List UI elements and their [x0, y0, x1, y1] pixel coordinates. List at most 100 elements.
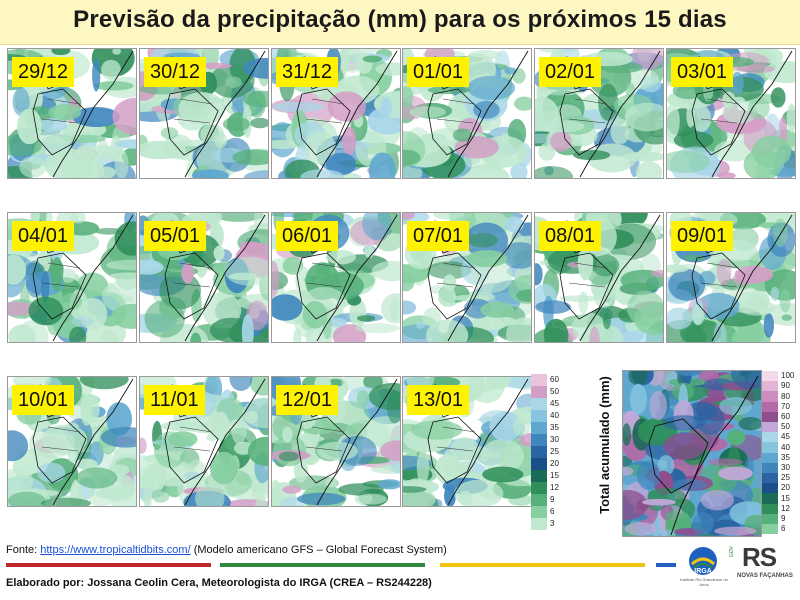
- scale-swatch: [531, 446, 547, 458]
- scale-swatch: [762, 371, 778, 382]
- scale-swatch: [762, 452, 778, 463]
- scale-label: 50: [781, 422, 790, 432]
- panel-date-label: 08/01: [539, 221, 602, 251]
- forecast-map-panel[interactable]: 10/01: [7, 376, 137, 507]
- scale-label: 20: [781, 483, 790, 493]
- accumulated-total-label: Total acumulado (mm): [597, 376, 612, 514]
- footer-stripe: [440, 563, 645, 567]
- forecast-map-panel[interactable]: 31/12: [271, 48, 401, 179]
- scale-swatch: [531, 422, 547, 434]
- precip-map: [140, 49, 268, 178]
- footer-stripe: [220, 563, 425, 567]
- forecast-map-panel[interactable]: 04/01: [7, 212, 137, 343]
- scale-swatch: [762, 524, 778, 535]
- precip-map: [535, 213, 663, 342]
- scale-label: 35: [781, 452, 790, 462]
- scale-swatch: [762, 432, 778, 443]
- forecast-map-panel[interactable]: 11/01: [139, 376, 269, 507]
- panel-date-label: 03/01: [671, 57, 734, 87]
- source-suffix: (Modelo americano GFS – Global Forecast …: [190, 544, 447, 556]
- panel-date-label: 06/01: [276, 221, 339, 251]
- scale-swatch: [762, 462, 778, 473]
- scale-swatch: [531, 506, 547, 518]
- panel-date-label: 07/01: [407, 221, 470, 251]
- scale-swatch: [531, 410, 547, 422]
- panel-date-label: 04/01: [12, 221, 75, 251]
- scale-label: 9: [550, 495, 555, 504]
- forecast-map-panel[interactable]: 03/01: [666, 48, 796, 179]
- scale-label: 45: [550, 399, 559, 408]
- source-prefix: Fonte:: [6, 544, 41, 556]
- scale-label: 70: [781, 401, 790, 411]
- scale-swatch: [762, 473, 778, 484]
- panel-date-label: 01/01: [407, 57, 470, 87]
- scale-swatch: [762, 381, 778, 392]
- rs-gov-tag: GOV: [729, 546, 735, 558]
- scale-swatch: [531, 458, 547, 470]
- scale-label: 12: [550, 483, 559, 492]
- scale-swatch: [762, 391, 778, 402]
- rs-logo: RS: [742, 542, 777, 572]
- panel-date-label: 11/01: [144, 385, 205, 415]
- scale-swatch: [531, 470, 547, 482]
- forecast-map-panel[interactable]: 29/12: [7, 48, 137, 179]
- scale-swatch: [531, 374, 547, 386]
- forecast-map-panel[interactable]: 06/01: [271, 212, 401, 343]
- forecast-map-panel[interactable]: 12/01: [271, 376, 401, 507]
- rs-logo-subtitle: NOVAS FAÇANHAS: [737, 573, 793, 579]
- panel-date-label: 30/12: [144, 57, 207, 87]
- scale-swatch: [531, 398, 547, 410]
- irga-logo-subtitle: Instituto Rio Grandense do Arroz: [680, 577, 728, 587]
- forecast-map-panel[interactable]: 02/01: [534, 48, 664, 179]
- scale-label: 60: [550, 375, 559, 384]
- daily-precip-color-scale: 60 50 45 40 35 30 25 20 15 12 9 6 3: [531, 374, 571, 532]
- scale-swatch: [762, 513, 778, 524]
- scale-label: 50: [550, 387, 559, 396]
- panel-date-label: 31/12: [276, 57, 339, 87]
- scale-label: 25: [781, 473, 790, 483]
- scale-swatch: [531, 482, 547, 494]
- scale-swatch: [531, 518, 547, 530]
- scale-swatch: [762, 503, 778, 514]
- panel-date-label: 13/01: [407, 385, 470, 415]
- scale-label: 40: [550, 411, 559, 420]
- scale-label: 20: [550, 459, 559, 468]
- panel-date-label: 12/01: [276, 385, 339, 415]
- scale-label: 90: [781, 381, 790, 391]
- scale-label: 80: [781, 391, 790, 401]
- panel-date-label: 09/01: [671, 221, 734, 251]
- forecast-map-panel[interactable]: 05/01: [139, 212, 269, 343]
- author-credit: Elaborado por: Jossana Ceolin Cera, Mete…: [6, 577, 432, 589]
- scale-label: 15: [781, 493, 790, 503]
- scale-swatch: [531, 434, 547, 446]
- forecast-map-panel[interactable]: 01/01: [402, 48, 532, 179]
- irga-logo: IRGA: [689, 547, 717, 575]
- precip-map: [272, 213, 400, 342]
- scale-label: 15: [550, 471, 559, 480]
- scale-label: 40: [781, 442, 790, 452]
- scale-swatch: [762, 442, 778, 453]
- page-title: Previsão da precipitação (mm) para os pr…: [73, 6, 727, 33]
- scale-swatch: [762, 411, 778, 422]
- title-bar: Previsão da precipitação (mm) para os pr…: [0, 0, 800, 45]
- panel-date-label: 10/01: [12, 385, 75, 415]
- scale-label: 9: [781, 513, 786, 523]
- scale-label: 6: [550, 507, 555, 516]
- source-note: Fonte: https://www.tropicaltidbits.com/ …: [6, 544, 447, 556]
- scale-label: 3: [550, 519, 555, 528]
- scale-label: 60: [781, 411, 790, 421]
- footer-stripe: [656, 563, 676, 567]
- source-link[interactable]: https://www.tropicaltidbits.com/: [40, 544, 191, 556]
- forecast-map-panel[interactable]: 30/12: [139, 48, 269, 179]
- forecast-map-panel[interactable]: 13/01: [402, 376, 532, 507]
- scale-swatch: [531, 386, 547, 398]
- panel-date-label: 02/01: [539, 57, 602, 87]
- accumulated-precip-map[interactable]: [622, 370, 762, 537]
- footer-stripe: [6, 563, 211, 567]
- scale-label: 6: [781, 524, 786, 534]
- forecast-map-panel[interactable]: 08/01: [534, 212, 664, 343]
- panel-date-label: 05/01: [144, 221, 207, 251]
- forecast-map-panel[interactable]: 09/01: [666, 212, 796, 343]
- forecast-map-panel[interactable]: 07/01: [402, 212, 532, 343]
- scale-label: 35: [550, 423, 559, 432]
